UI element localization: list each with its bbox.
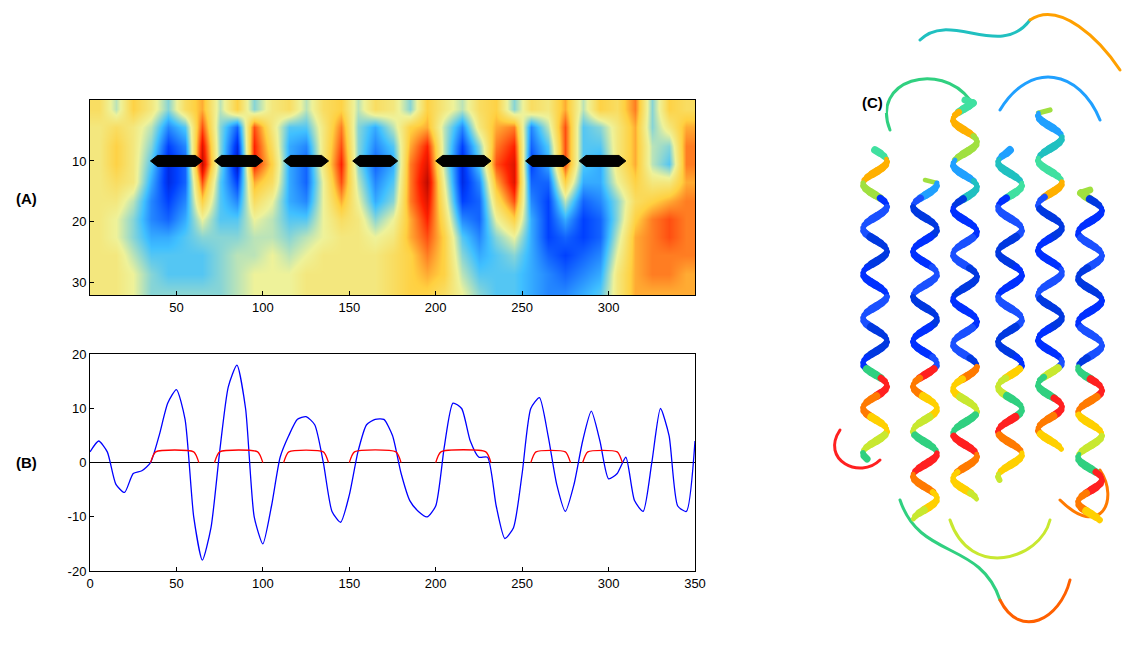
svg-text:250: 250 [511,576,533,591]
svg-text:50: 50 [169,576,183,591]
svg-text:200: 200 [425,576,447,591]
svg-text:20: 20 [72,214,86,229]
svg-text:10: 10 [72,401,86,416]
svg-text:100: 100 [252,300,274,315]
svg-text:200: 200 [425,300,447,315]
svg-text:10: 10 [72,153,86,168]
svg-text:150: 150 [338,576,360,591]
svg-text:30: 30 [72,275,86,290]
svg-text:300: 300 [598,576,620,591]
svg-text:50: 50 [169,300,183,315]
svg-text:0: 0 [86,576,93,591]
svg-text:0: 0 [79,455,86,470]
svg-text:300: 300 [598,300,620,315]
svg-text:-10: -10 [68,509,87,524]
svg-text:250: 250 [511,300,533,315]
svg-text:100: 100 [252,576,274,591]
svg-text:(A): (A) [16,190,37,207]
svg-text:(B): (B) [16,454,37,471]
svg-text:350: 350 [684,576,706,591]
svg-text:-20: -20 [68,564,87,579]
svg-text:150: 150 [338,300,360,315]
svg-text:(C): (C) [862,94,883,111]
svg-text:20: 20 [72,347,86,362]
